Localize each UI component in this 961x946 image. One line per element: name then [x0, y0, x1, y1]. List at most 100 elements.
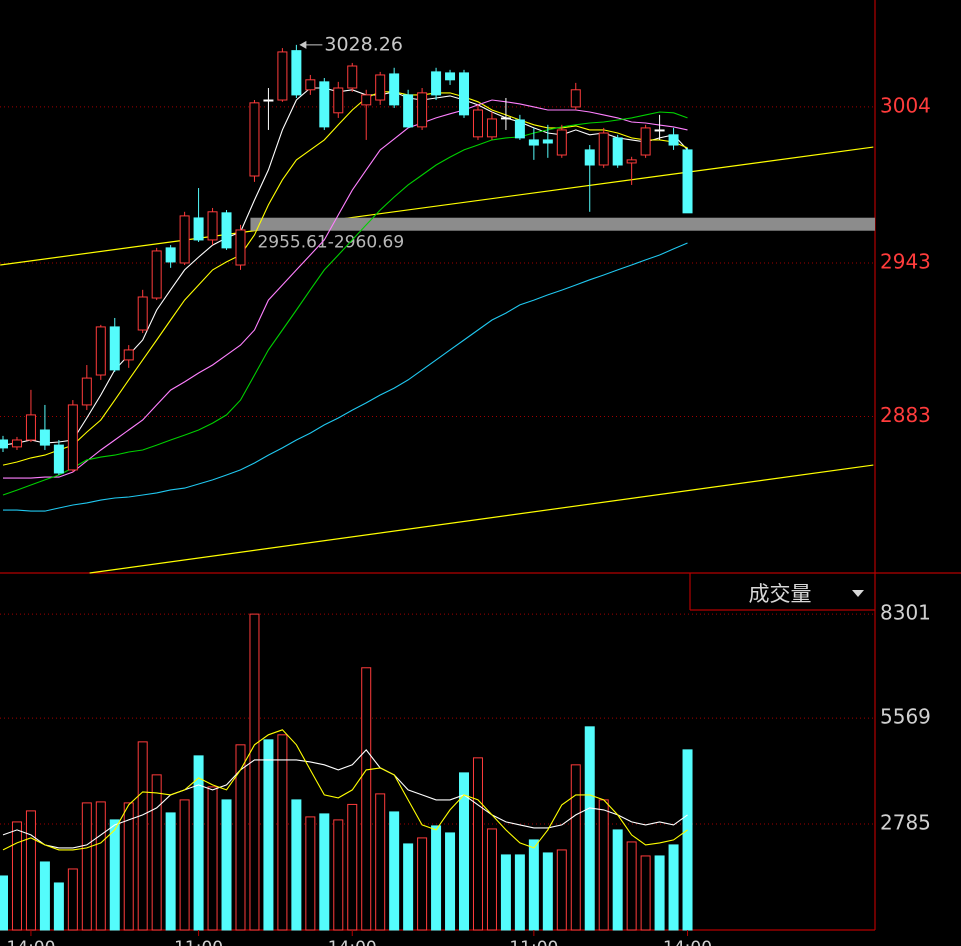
- y-tick-label: 5569: [880, 705, 931, 729]
- x-tick-label: 11:00: [174, 938, 223, 946]
- volume-bar: [570, 764, 581, 931]
- candle-body: [417, 92, 428, 128]
- volume-bar: [542, 852, 553, 931]
- x-tick-label: 14:00: [663, 938, 712, 946]
- candle-body: [375, 74, 386, 101]
- volume-bar: [445, 832, 456, 931]
- volume-bar: [640, 855, 651, 931]
- moving-average-line: [2, 749, 688, 849]
- volume-bar: [67, 868, 78, 931]
- volume-bar: [291, 799, 302, 931]
- y-tick-label: 3004: [880, 93, 931, 117]
- candle-body: [612, 137, 623, 166]
- panel-label[interactable]: 成交量: [749, 582, 812, 606]
- candle-body: [39, 429, 50, 446]
- volume-bar: [556, 849, 567, 931]
- candle-body: [472, 109, 483, 138]
- volume-bar: [319, 813, 330, 931]
- band-label: 2955.61-2960.69: [257, 233, 404, 253]
- candle-body: [123, 349, 134, 361]
- candle-body: [277, 51, 288, 101]
- candle-body: [640, 127, 651, 156]
- volume-bar: [53, 882, 64, 931]
- candle-body: [445, 72, 456, 81]
- moving-average-line: [2, 111, 688, 496]
- candle-body: [528, 139, 539, 146]
- volume-bar: [165, 812, 176, 931]
- candle-body: [347, 65, 358, 89]
- candle-body: [333, 87, 344, 114]
- candle-body: [95, 326, 106, 376]
- volume-bar: [0, 875, 8, 931]
- candle-body: [403, 94, 414, 128]
- volume-bar: [682, 749, 693, 931]
- volume-bar: [249, 613, 260, 931]
- candle-body: [11, 439, 22, 448]
- volume-bar: [654, 855, 665, 931]
- candle-body: [165, 247, 176, 263]
- volume-bar: [459, 772, 470, 931]
- moving-average-line: [2, 729, 688, 851]
- candle-body: [570, 89, 581, 108]
- volume-bar: [612, 829, 623, 931]
- max-price-label: 3028.26: [324, 33, 403, 55]
- volume-bar: [109, 819, 120, 931]
- volume-bar: [235, 744, 246, 931]
- volume-bar: [193, 755, 204, 931]
- candle-body: [389, 73, 400, 106]
- x-tick-label: 11:00: [509, 938, 558, 946]
- volume-bar: [179, 799, 190, 931]
- candle-body: [654, 129, 665, 132]
- candle-body: [459, 72, 470, 116]
- volume-bar: [403, 843, 414, 931]
- candle-body: [682, 149, 693, 214]
- volume-bar: [25, 810, 36, 931]
- x-tick-label: 14:00: [6, 938, 55, 946]
- moving-average-line: [3, 99, 688, 479]
- volume-bar: [514, 854, 525, 931]
- volume-bar: [151, 774, 162, 931]
- candle-body: [431, 71, 442, 96]
- candle-body: [584, 149, 595, 166]
- candle-body: [25, 414, 36, 441]
- candle-body: [291, 50, 302, 96]
- volume-bar: [500, 854, 511, 931]
- trend-line: [89, 464, 874, 574]
- max-arrow-head: [299, 40, 307, 49]
- volume-bar: [472, 757, 483, 931]
- moving-average-line: [3, 242, 688, 512]
- candle-body: [305, 79, 316, 91]
- trend-line: [0, 146, 874, 266]
- candle-body: [207, 211, 218, 241]
- moving-average-line: [2, 91, 688, 466]
- volume-bar: [11, 821, 22, 931]
- candle-body: [500, 117, 511, 120]
- volume-bar: [417, 837, 428, 931]
- volume-bar: [375, 793, 386, 931]
- volume-bar: [305, 816, 316, 931]
- candle-body: [193, 217, 204, 241]
- dropdown-arrow[interactable]: [852, 590, 864, 597]
- candle-body: [542, 139, 553, 144]
- candle-body: [53, 444, 64, 474]
- candle-body: [556, 129, 567, 156]
- volume-bar: [361, 667, 372, 931]
- candle-body: [361, 94, 372, 106]
- volume-bar: [123, 802, 134, 931]
- volume-bar: [347, 803, 358, 931]
- candle-body: [598, 132, 609, 166]
- candle-body: [514, 119, 525, 139]
- volume-bar: [668, 844, 679, 931]
- volume-bar: [207, 786, 218, 931]
- candle-body: [319, 81, 330, 128]
- candle-body: [249, 102, 260, 177]
- candle-body: [221, 212, 232, 249]
- candle-body: [81, 377, 92, 406]
- candle-body: [109, 326, 120, 371]
- candle-body: [235, 229, 246, 266]
- y-tick-label: 2785: [880, 811, 931, 835]
- volume-bar: [81, 802, 92, 931]
- volume-bar: [584, 726, 595, 931]
- y-tick-label: 2883: [880, 403, 931, 427]
- volume-bar: [389, 811, 400, 931]
